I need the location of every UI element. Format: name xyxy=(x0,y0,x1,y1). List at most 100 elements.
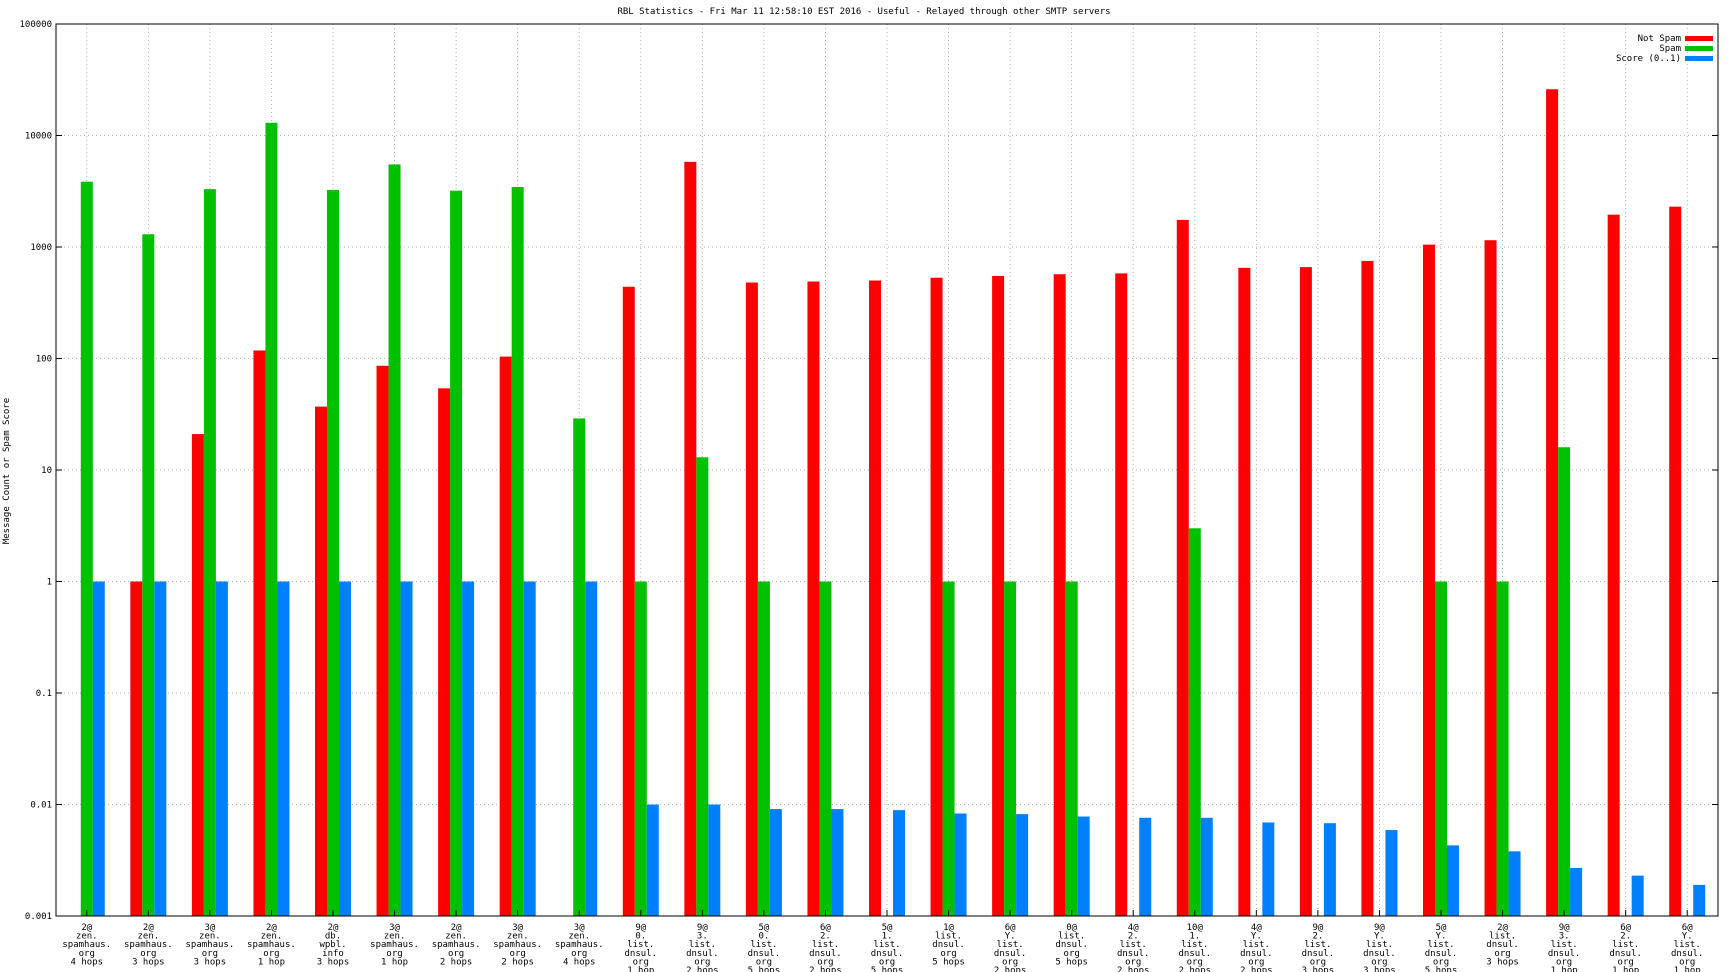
y-tick-label: 0.1 xyxy=(36,689,52,699)
x-category-label-line: list. xyxy=(689,940,716,950)
x-category-label-line: org xyxy=(1064,949,1080,959)
bar-spam xyxy=(1496,581,1509,916)
x-category-label-line: dnsul. xyxy=(809,949,842,959)
x-category-label-line: spamhaus. xyxy=(432,940,481,950)
x-category-label-line: 3@ xyxy=(389,923,400,933)
legend-label: Not Spam xyxy=(1638,34,1681,44)
x-category-label-line: dnsul. xyxy=(1363,949,1396,959)
x-category-label-line: dnsul. xyxy=(1055,940,1088,950)
x-category-label-line: zen. xyxy=(261,932,283,942)
x-category-label-line: 3@ xyxy=(204,923,215,933)
bar-spam xyxy=(80,181,93,916)
y-tick-label: 1000 xyxy=(30,243,52,253)
bar-score-0-1 xyxy=(1508,851,1521,916)
y-tick-label: 10000 xyxy=(25,132,52,142)
bar-spam xyxy=(573,418,586,916)
x-category-label-line: org xyxy=(1371,957,1387,967)
bar-score-0-1 xyxy=(1016,814,1029,916)
x-category-label-line: list. xyxy=(1058,932,1085,942)
legend-label: Spam xyxy=(1659,44,1681,54)
legend-label: Score (0..1) xyxy=(1616,54,1681,64)
bar-not-spam xyxy=(684,161,697,916)
bar-spam xyxy=(1004,581,1017,916)
x-category-label-line: 5 hops xyxy=(748,966,781,972)
x-category-label-line: 1@ xyxy=(943,923,954,933)
x-category-label-line: org xyxy=(1556,957,1572,967)
x-category-label-line: dnsul. xyxy=(1671,949,1704,959)
x-category-label-line: list. xyxy=(1551,940,1578,950)
x-category-label-line: 2 hops xyxy=(809,966,842,972)
x-category-label-line: 9@ xyxy=(1374,923,1385,933)
y-tick-label: 100 xyxy=(36,355,52,365)
bar-spam xyxy=(450,190,463,916)
x-category-label-line: 4@ xyxy=(1128,923,1139,933)
x-category-label-line: 5@ xyxy=(1436,923,1447,933)
x-category-label-line: 9@ xyxy=(1559,923,1570,933)
bar-score-0-1 xyxy=(1262,822,1275,916)
x-category-label-line: 3. xyxy=(697,932,708,942)
x-category-label-line: 2. xyxy=(1312,932,1323,942)
bar-not-spam xyxy=(438,388,451,916)
bar-not-spam xyxy=(622,286,635,917)
x-category-label-line: spamhaus. xyxy=(62,940,111,950)
x-category-label-line: zen. xyxy=(445,932,467,942)
bar-score-0-1 xyxy=(277,581,290,916)
bar-score-0-1 xyxy=(1447,845,1459,916)
x-category-label-line: dnsul. xyxy=(1117,949,1150,959)
x-category-label-line: 2@ xyxy=(81,923,92,933)
bar-not-spam xyxy=(315,406,327,916)
x-category-label-line: 2 hops xyxy=(501,957,534,967)
x-category-label-line: Y. xyxy=(1374,932,1385,942)
x-category-label-line: dnsul. xyxy=(871,949,904,959)
bar-score-0-1 xyxy=(339,581,351,916)
x-category-label-line: zen. xyxy=(199,932,221,942)
x-category-label-line: org xyxy=(140,949,156,959)
bar-not-spam xyxy=(992,275,1005,916)
x-category-label-line: 5 hops xyxy=(871,966,904,972)
x-category-label-line: 3 hops xyxy=(1302,966,1335,972)
x-category-label-line: zen. xyxy=(507,932,529,942)
bar-score-0-1 xyxy=(1077,816,1090,916)
x-category-label-line: 2. xyxy=(1128,932,1139,942)
chart-title: RBL Statistics - Fri Mar 11 12:58:10 EST… xyxy=(617,7,1110,17)
x-category-label-line: dnsul. xyxy=(932,940,965,950)
bar-spam xyxy=(819,581,832,916)
x-category-label-line: 2@ xyxy=(451,923,462,933)
bar-not-spam xyxy=(1115,273,1128,916)
bar-not-spam xyxy=(869,280,881,917)
bar-not-spam xyxy=(253,350,266,916)
x-category-label-line: spamhaus. xyxy=(555,940,604,950)
bar-not-spam xyxy=(1053,274,1066,916)
bar-score-0-1 xyxy=(1385,830,1398,916)
x-category-label-line: 6@ xyxy=(1005,923,1016,933)
bar-not-spam xyxy=(130,581,143,916)
x-category-label-line: list. xyxy=(1120,940,1147,950)
bar-score-0-1 xyxy=(769,809,782,916)
x-category-label-line: 3 hops xyxy=(1486,957,1519,967)
x-category-label-line: 5@ xyxy=(758,923,769,933)
x-category-label-line: org xyxy=(940,949,956,959)
y-tick-label: 1 xyxy=(47,578,52,588)
x-category-label-line: org xyxy=(1125,957,1141,967)
bar-not-spam xyxy=(191,434,204,916)
x-category-label-line: dnsul. xyxy=(625,949,658,959)
x-category-label-line: 1 hop xyxy=(627,966,654,972)
x-category-label-line: 2@ xyxy=(266,923,277,933)
bar-spam xyxy=(1065,581,1078,916)
x-category-label-line: org xyxy=(694,957,710,967)
bar-spam xyxy=(634,581,647,916)
x-category-label-line: org xyxy=(202,949,218,959)
x-category-label-line: list. xyxy=(1674,940,1701,950)
x-category-label-line: 2 hops xyxy=(1240,966,1273,972)
bar-score-0-1 xyxy=(585,581,598,916)
